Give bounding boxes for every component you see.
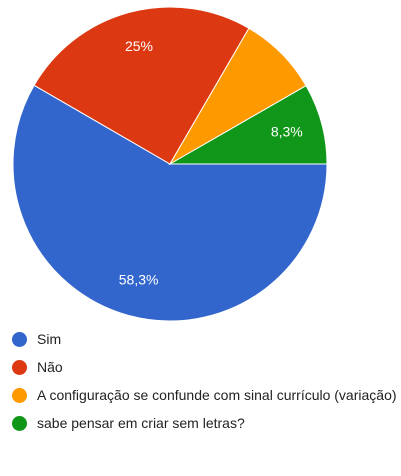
legend-swatch <box>12 360 27 375</box>
legend-item: Sim <box>12 330 397 349</box>
legend-swatch <box>12 332 27 347</box>
slice-label: 8,3% <box>271 124 303 140</box>
legend-label: sabe pensar em criar sem letras? <box>37 415 245 431</box>
legend-swatch <box>12 388 27 403</box>
legend-item: Não <box>12 358 397 377</box>
legend-label: Não <box>37 359 63 375</box>
legend: Sim Não A configuração se confunde com sin… <box>12 330 397 442</box>
legend-item: A configuração se confunde com sinal cur… <box>12 386 397 405</box>
pie-slice <box>33 6 250 165</box>
legend-item: sabe pensar em criar sem letras? <box>12 414 397 433</box>
pie-slice <box>12 84 328 322</box>
legend-swatch <box>12 416 27 431</box>
chart: 58,3% 25% 8,3% <box>12 6 328 322</box>
pie-slice <box>168 85 328 165</box>
legend-label: A configuração se confunde com sinal cur… <box>37 387 397 403</box>
slice-label: 25% <box>125 38 153 54</box>
slice-label: 58,3% <box>119 271 159 287</box>
legend-label: Sim <box>37 331 62 347</box>
